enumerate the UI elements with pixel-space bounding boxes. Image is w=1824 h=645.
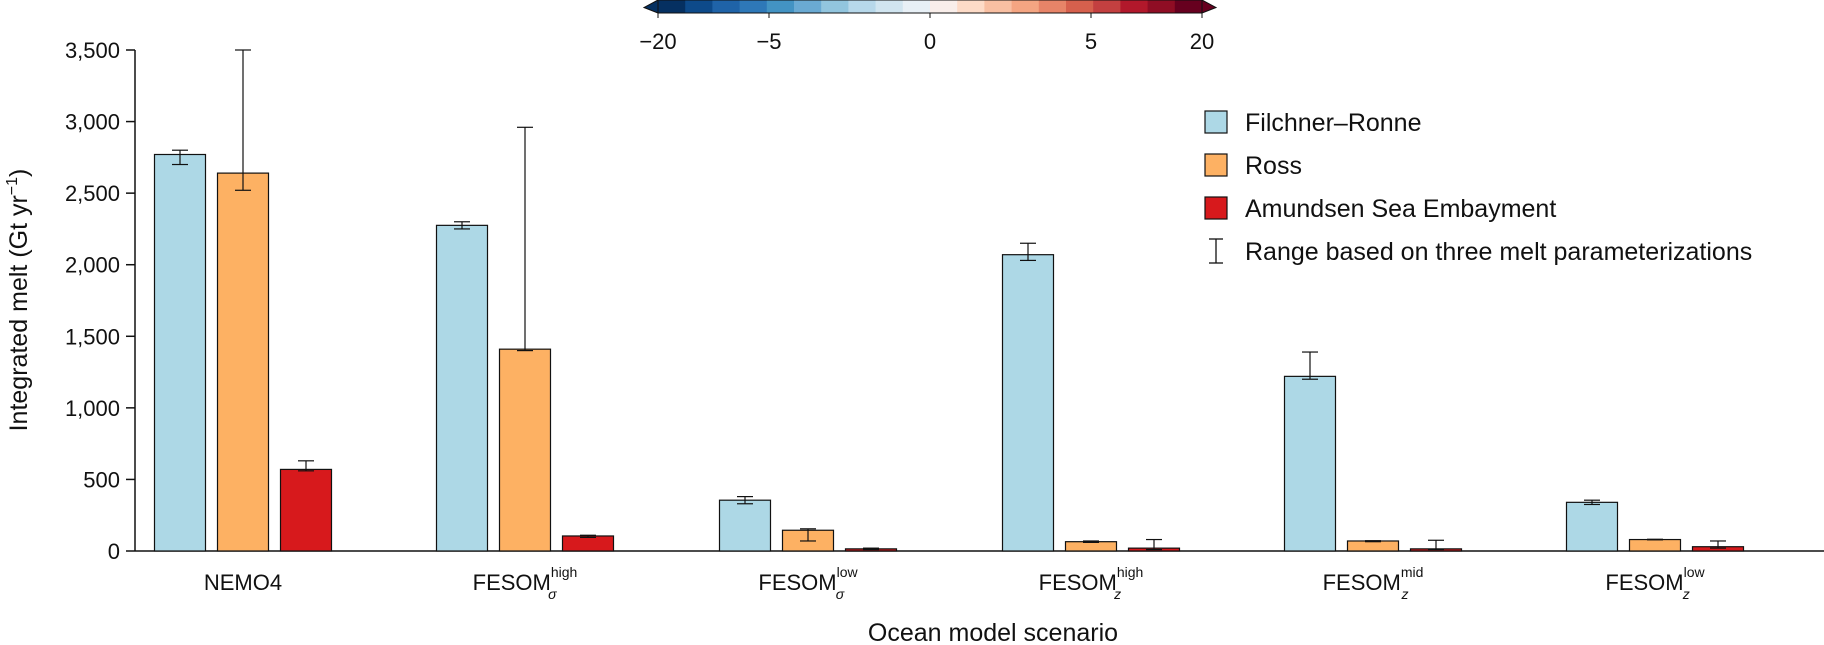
colorbar-segment (1174, 0, 1203, 13)
bar (1565, 501, 1619, 552)
y-tick-label: 2,500 (65, 181, 120, 206)
colorbar: −20 −5 0 5 20 (639, 0, 1218, 54)
colorbar-segment (1038, 0, 1067, 13)
colorbar-segment (1093, 0, 1121, 13)
colorbar-segment (658, 0, 686, 13)
x-tick-label-base: FESOM (1323, 570, 1401, 595)
x-tick-label: FESOMhigh σ (473, 564, 578, 602)
x-tick-label: FESOMlow σ (758, 564, 858, 602)
colorbar-segment (712, 0, 741, 13)
x-tick-label-sup: high (1117, 564, 1143, 580)
colorbar-segment (875, 0, 904, 13)
colorbar-segment (739, 0, 768, 13)
colorbar-tick-label: 0 (924, 29, 936, 54)
colorbar-segment (766, 0, 795, 13)
x-axis-title: Ocean model scenario (868, 619, 1118, 645)
y-axis-title-end: ) (5, 169, 33, 177)
legend-swatch (1204, 110, 1228, 134)
y-tick-label: 1,500 (65, 324, 120, 349)
x-tick-label: FESOMmid z (1323, 564, 1424, 602)
x-tick-label-sub: z (1113, 586, 1121, 602)
x-tick-label-sub: σ (548, 586, 557, 602)
y-tick-label: 500 (83, 467, 120, 492)
x-tick-label-sup: low (1684, 564, 1706, 580)
bar (279, 468, 333, 552)
x-tick-label-sup: high (551, 564, 577, 580)
axes (134, 50, 1824, 552)
bar (561, 535, 615, 552)
colorbar-segment (957, 0, 985, 13)
legend-swatch (1204, 196, 1228, 220)
x-tick-label-base: FESOM (758, 570, 836, 595)
legend-label: Amundsen Sea Embayment (1245, 195, 1556, 223)
legend-label: Ross (1245, 152, 1302, 180)
y-tick-label: 3,000 (65, 110, 120, 135)
y-axis-title: Integrated melt (Gt yr−1) (4, 169, 33, 432)
bar (498, 348, 552, 552)
legend: Filchner–Ronne Ross Amundsen Sea Embayment… (1204, 109, 1752, 266)
colorbar-extend-right (1201, 0, 1218, 14)
x-tick-label-sub: z (1682, 586, 1690, 602)
x-tick-label-base: NEMO4 (204, 570, 282, 595)
y-tick-label: 3,500 (65, 38, 120, 63)
x-tick-label-base: FESOM (1605, 570, 1683, 595)
bars (153, 49, 1745, 552)
bar (1283, 375, 1337, 552)
colorbar-segment (1147, 0, 1176, 13)
legend-label: Filchner–Ronne (1245, 109, 1422, 137)
bar (1346, 540, 1400, 552)
x-tick-label-base: FESOM (473, 570, 551, 595)
colorbar-segment (794, 0, 822, 13)
y-axis-title-main: Integrated melt (Gt yr (5, 195, 33, 431)
legend-swatch (1204, 153, 1228, 177)
colorbar-segment (930, 0, 958, 13)
bar (435, 224, 489, 552)
x-tick-label-sub: σ (836, 586, 845, 602)
x-tick-labels: NEMO4 FESOMhigh σ FESOMlow σ FESOMhigh z FESOMm… (204, 564, 1706, 602)
y-tick-label: 1,000 (65, 396, 120, 421)
x-tick-label-sup: mid (1401, 564, 1424, 580)
x-tick-label: NEMO4 (204, 570, 282, 595)
colorbar-segment (685, 0, 713, 13)
bar (216, 172, 270, 552)
legend-label-range: Range based on three melt parameterizati… (1245, 238, 1752, 266)
colorbar-segment (1066, 0, 1094, 13)
y-ticks: 0 500 1,000 1,500 2,000 2,500 3,000 3,500 (65, 38, 135, 564)
colorbar-extend-left (642, 0, 659, 14)
x-tick-label-base: FESOM (1039, 570, 1117, 595)
colorbar-segment (902, 0, 931, 13)
colorbar-segment (821, 0, 849, 13)
bar (1001, 254, 1055, 552)
x-tick-label: FESOMlow z (1605, 564, 1705, 602)
bar (1064, 541, 1118, 552)
colorbar-segment (1120, 0, 1149, 13)
bar (153, 153, 207, 552)
bar (1628, 538, 1682, 552)
x-tick-label: FESOMhigh z (1039, 564, 1144, 602)
colorbar-tick-label: −5 (756, 29, 781, 54)
y-axis-title-sup: −1 (4, 177, 21, 195)
colorbar-segment (1011, 0, 1040, 13)
colorbar-segment (984, 0, 1013, 13)
x-tick-label-sup: low (837, 564, 859, 580)
y-tick-label: 2,000 (65, 253, 120, 278)
colorbar-tick-label: 20 (1190, 29, 1214, 54)
colorbar-tick-label: −20 (639, 29, 676, 54)
colorbar-tick-label: 5 (1085, 29, 1097, 54)
colorbar-segment (848, 0, 877, 13)
bar (718, 499, 772, 552)
y-tick-label: 0 (108, 539, 120, 564)
x-tick-label-sub: z (1400, 586, 1408, 602)
